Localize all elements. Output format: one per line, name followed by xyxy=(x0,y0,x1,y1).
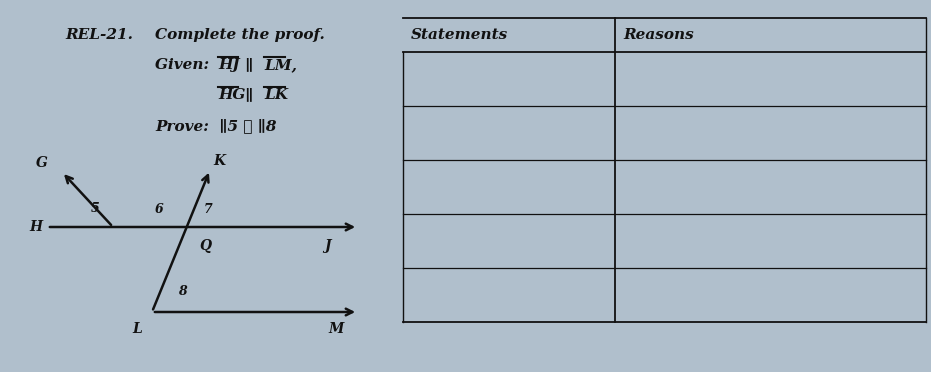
Text: Reasons: Reasons xyxy=(623,28,694,42)
Text: J: J xyxy=(325,239,331,253)
Text: 6: 6 xyxy=(155,203,163,216)
Text: 7: 7 xyxy=(204,203,213,216)
Text: Given:: Given: xyxy=(155,58,214,72)
Text: 8: 8 xyxy=(178,285,187,298)
Text: Prove:  ∥5 ≅ ∥8: Prove: ∥5 ≅ ∥8 xyxy=(155,118,277,133)
Text: REL-21.: REL-21. xyxy=(65,28,133,42)
Text: Statements: Statements xyxy=(411,28,508,42)
Text: M: M xyxy=(329,322,344,336)
Text: HG: HG xyxy=(218,88,246,102)
Text: 5: 5 xyxy=(90,202,100,215)
Text: ∥: ∥ xyxy=(240,88,259,102)
Text: LM,: LM, xyxy=(264,58,297,72)
Text: LK: LK xyxy=(264,88,288,102)
Text: ∥: ∥ xyxy=(240,58,259,72)
Text: K: K xyxy=(213,154,225,168)
Text: Complete the proof.: Complete the proof. xyxy=(155,28,325,42)
Text: Q: Q xyxy=(199,239,211,253)
Text: H: H xyxy=(29,220,42,234)
Text: HJ: HJ xyxy=(218,58,239,72)
Text: G: G xyxy=(36,156,48,170)
Text: L: L xyxy=(132,322,142,336)
